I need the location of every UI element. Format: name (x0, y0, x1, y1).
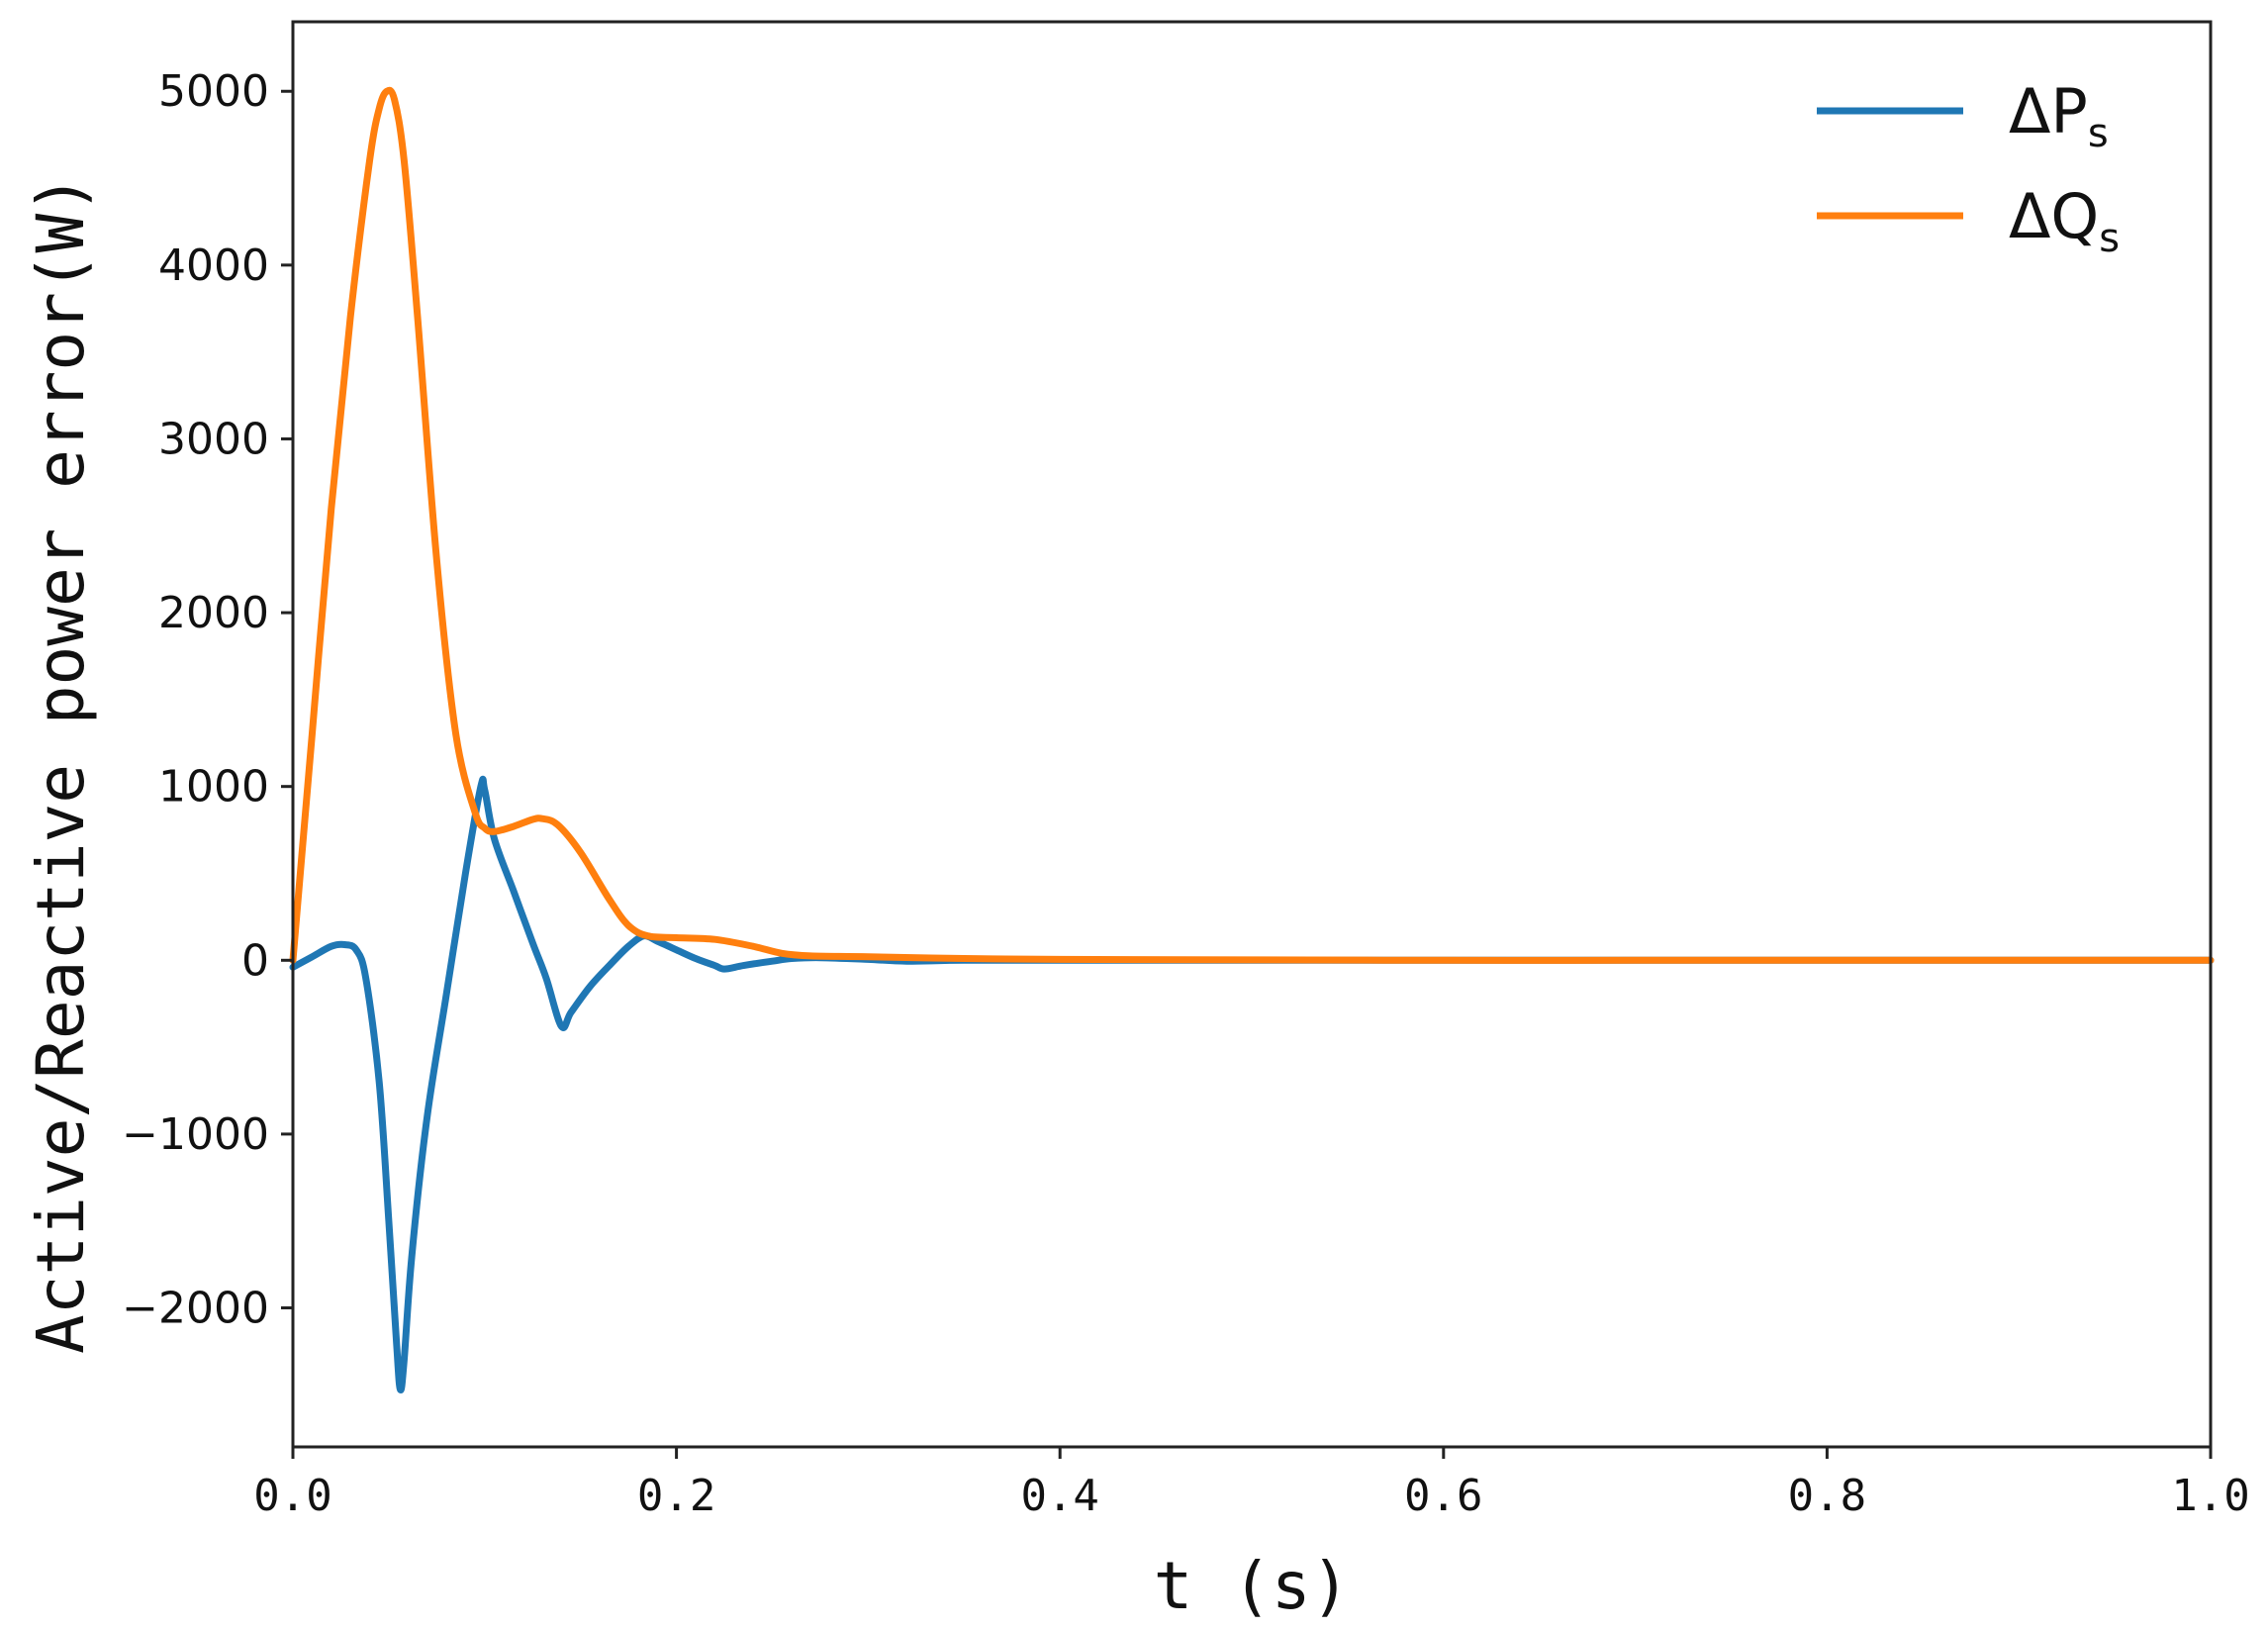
series-line-delta-q (289, 86, 2215, 964)
legend-label-delta-q-main: ΔQ (2009, 180, 2099, 252)
y-tick-label: 1000 (158, 762, 269, 813)
series-line-delta-p (289, 775, 2215, 1394)
y-tick-label: −2000 (122, 1284, 269, 1334)
x-tick-label: 0.6 (1404, 1471, 1482, 1521)
x-tick-label: 0.2 (637, 1471, 715, 1521)
x-tick-label: 0.0 (253, 1471, 331, 1521)
legend-label-delta-p-sub: s (2088, 111, 2109, 156)
legend-label-delta-q: ΔQs (2009, 180, 2120, 261)
y-tick-label: 5000 (158, 66, 269, 117)
x-tick-label: 0.4 (1020, 1471, 1098, 1521)
plot-frame (291, 20, 2213, 1449)
legend-label-delta-p-main: ΔP (2009, 75, 2088, 147)
legend: ΔPs ΔQs (1817, 75, 2120, 261)
y-tick-label: −1000 (122, 1109, 269, 1160)
series-layer (289, 86, 2215, 1394)
y-tick-label: 3000 (158, 414, 269, 464)
x-tick-label: 0.8 (1788, 1471, 1866, 1521)
legend-label-delta-q-sub: s (2099, 216, 2120, 261)
y-tick-label: 0 (241, 935, 269, 986)
y-tick-label: 2000 (158, 588, 269, 638)
x-tick-label: 1.0 (2171, 1471, 2249, 1521)
x-axis-label: t (s) (1154, 1548, 1351, 1624)
legend-label-delta-p: ΔPs (2009, 75, 2109, 156)
y-tick-label: 4000 (158, 240, 269, 291)
y-axis-label: Active/Reactive power error(W) (23, 174, 99, 1354)
ticks-layer: 0.0 0.2 0.4 0.6 0.8 1.0 5000 4000 3000 2000 1000 0 −… (122, 66, 2250, 1521)
